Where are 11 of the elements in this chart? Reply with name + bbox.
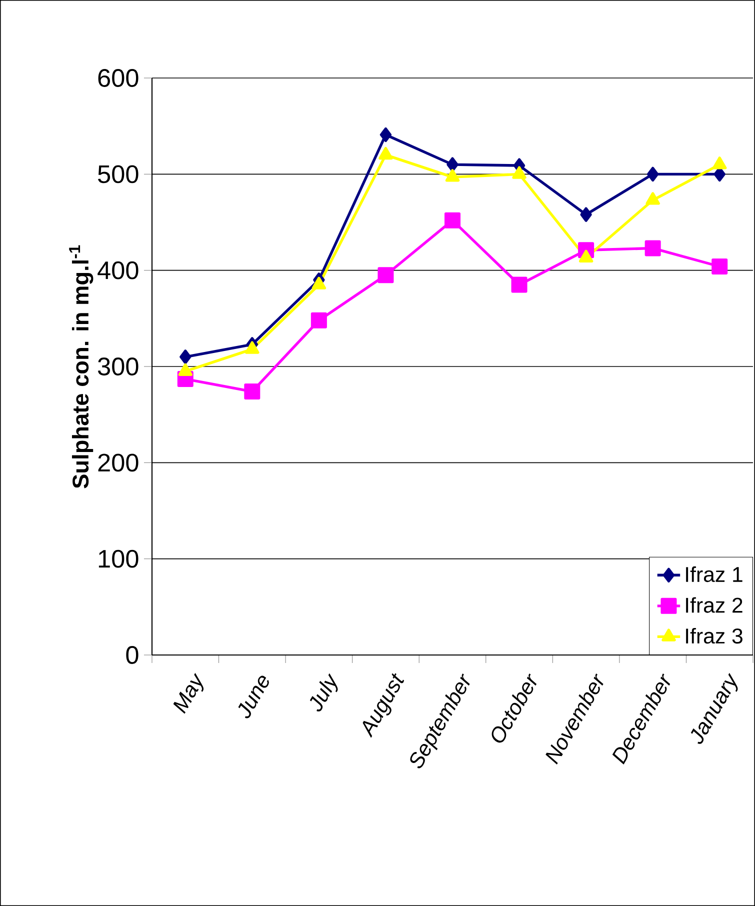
legend-label: Ifraz 2 [686, 597, 742, 613]
y-tick-label: 200 [98, 454, 138, 472]
legend-label: Ifraz 3 [686, 628, 742, 644]
y-tick-label: 500 [98, 165, 138, 184]
y-tick-label: 100 [98, 550, 138, 568]
legend-label: Ifraz 1 [686, 566, 742, 582]
y-tick-label: 400 [98, 261, 138, 280]
text: Sulphate con. in mg.l$^{-1}$ [69, 245, 94, 488]
y-tick-label: 600 [98, 69, 138, 87]
y-tick-label: 300 [98, 358, 138, 376]
y-tick-label: 0 [126, 646, 138, 664]
